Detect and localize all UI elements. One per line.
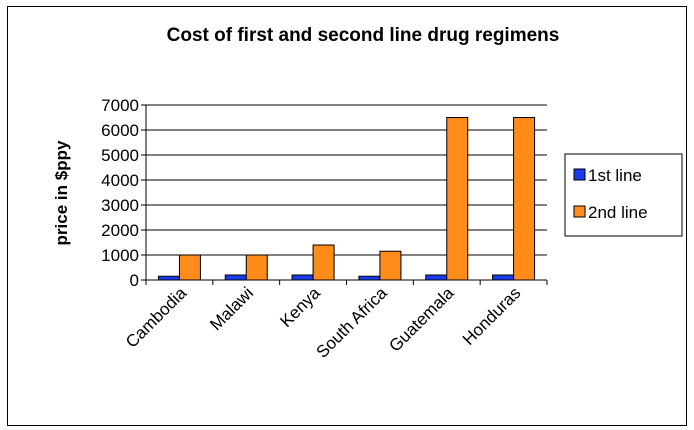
bar-second-line: [178, 254, 201, 281]
y-tick-label: 2000: [101, 221, 139, 240]
axes: [145, 105, 548, 285]
y-tick-label: 5000: [101, 146, 139, 165]
bar-second-line: [379, 250, 402, 281]
y-tick-label: 4000: [101, 171, 139, 190]
bar-second-line: [245, 254, 268, 281]
bar-first-line: [492, 274, 515, 281]
x-tick-label: Malawi: [206, 283, 257, 334]
y-tick-label: 6000: [101, 121, 139, 140]
legend-swatch: [573, 168, 586, 181]
bars: [157, 117, 536, 281]
legend-label: 2nd line: [588, 203, 648, 222]
x-tick-label: Guatemala: [385, 283, 458, 356]
gridlines: [146, 104, 547, 256]
y-axis-label: price in $ppy: [52, 140, 71, 245]
legend-label: 1st line: [588, 166, 642, 185]
y-tick-label: 1000: [101, 246, 139, 265]
bar-first-line: [358, 275, 381, 281]
bar-first-line: [425, 274, 448, 281]
y-tick-label: 3000: [101, 196, 139, 215]
y-tick-label: 7000: [101, 96, 139, 115]
bar-first-line: [291, 274, 314, 281]
bar-first-line: [224, 274, 247, 281]
bar-first-line: [157, 275, 180, 281]
x-tick-label: Cambodia: [122, 283, 191, 352]
legend: 1st line 2nd line: [564, 153, 683, 237]
chart-title: Cost of first and second line drug regim…: [167, 25, 560, 46]
x-tick-label: South Africa: [312, 283, 391, 362]
bar-second-line: [513, 117, 536, 281]
x-tick-label: Kenya: [276, 283, 324, 331]
bar-second-line: [446, 117, 469, 281]
legend-swatch: [573, 205, 586, 218]
x-tick-label: Honduras: [459, 283, 525, 349]
legend-box: [564, 153, 683, 237]
y-tick-labels: 0 1000 2000 3000 4000 5000 6000 7000: [101, 96, 146, 290]
bar-second-line: [312, 244, 335, 281]
y-tick-label: 0: [130, 271, 139, 290]
